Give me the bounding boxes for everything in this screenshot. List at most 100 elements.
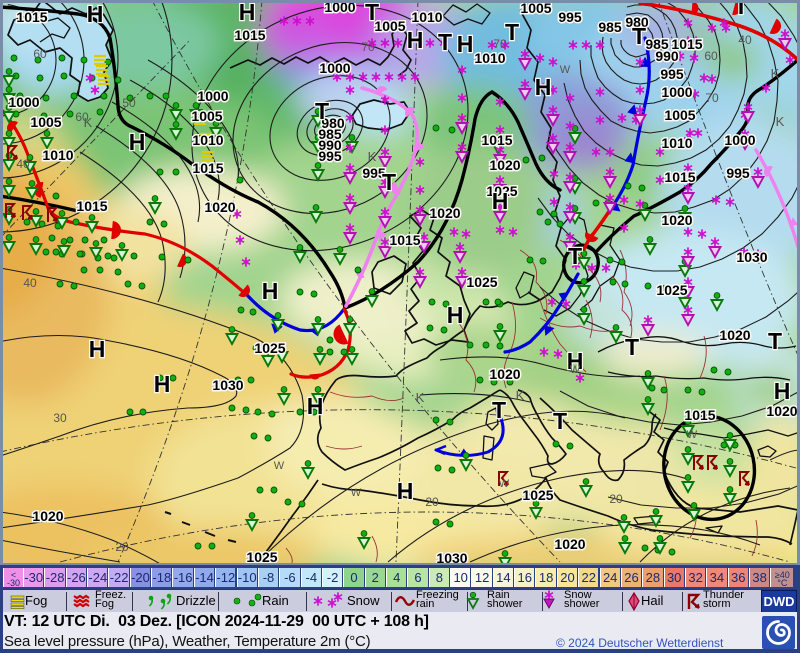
svg-text:T: T xyxy=(315,98,329,124)
svg-text:W: W xyxy=(560,64,571,76)
svg-text:1010: 1010 xyxy=(42,147,73,163)
svg-text:H: H xyxy=(535,74,552,100)
svg-text:30: 30 xyxy=(53,411,67,425)
svg-text:1000: 1000 xyxy=(324,0,355,15)
svg-text:985: 985 xyxy=(645,36,669,52)
svg-text:1005: 1005 xyxy=(664,107,695,123)
svg-text:1005: 1005 xyxy=(191,108,222,124)
svg-text:995: 995 xyxy=(318,148,342,164)
svg-text:1015: 1015 xyxy=(664,169,695,185)
svg-text:1020: 1020 xyxy=(554,536,585,552)
svg-text:W: W xyxy=(570,364,581,376)
svg-text:K: K xyxy=(771,66,780,81)
svg-text:H: H xyxy=(397,478,414,504)
svg-text:K: K xyxy=(368,149,377,164)
svg-text:H: H xyxy=(567,348,584,374)
svg-text:995: 995 xyxy=(558,9,582,25)
svg-text:70: 70 xyxy=(493,37,507,51)
svg-text:20: 20 xyxy=(609,492,623,506)
svg-text:20: 20 xyxy=(425,495,439,509)
svg-text:1025: 1025 xyxy=(466,274,497,290)
svg-text:1000: 1000 xyxy=(319,60,350,76)
svg-text:1020: 1020 xyxy=(32,508,63,524)
svg-text:T: T xyxy=(632,23,646,49)
svg-text:1020: 1020 xyxy=(204,199,235,215)
svg-text:T: T xyxy=(734,0,748,19)
svg-text:60: 60 xyxy=(33,47,47,61)
svg-text:70: 70 xyxy=(705,91,719,105)
svg-text:985: 985 xyxy=(318,126,342,142)
svg-text:985: 985 xyxy=(598,19,622,35)
svg-text:W: W xyxy=(687,429,698,441)
svg-text:T: T xyxy=(382,169,396,195)
svg-text:980: 980 xyxy=(321,115,345,131)
svg-text:1000: 1000 xyxy=(724,132,755,148)
svg-text:K: K xyxy=(516,388,525,403)
svg-text:H: H xyxy=(262,278,279,304)
svg-text:50: 50 xyxy=(122,96,136,110)
svg-text:H: H xyxy=(89,336,106,362)
svg-text:H: H xyxy=(307,393,324,419)
svg-text:1015: 1015 xyxy=(16,9,47,25)
svg-text:995: 995 xyxy=(362,165,386,181)
svg-text:1015: 1015 xyxy=(671,36,702,52)
svg-text:1005: 1005 xyxy=(374,18,405,34)
svg-text:T: T xyxy=(505,19,519,45)
svg-text:1010: 1010 xyxy=(661,135,692,151)
svg-text:40: 40 xyxy=(738,33,752,47)
svg-text:W: W xyxy=(499,478,510,490)
svg-text:1005: 1005 xyxy=(30,114,61,130)
svg-text:1015: 1015 xyxy=(234,27,265,43)
svg-text:1000: 1000 xyxy=(197,88,228,104)
svg-text:1030: 1030 xyxy=(736,249,767,265)
svg-text:40: 40 xyxy=(23,276,37,290)
svg-text:1015: 1015 xyxy=(389,232,420,248)
svg-text:T: T xyxy=(568,243,582,269)
svg-text:60: 60 xyxy=(704,49,718,63)
svg-text:1015: 1015 xyxy=(76,198,107,214)
svg-text:T: T xyxy=(553,408,567,434)
svg-text:T: T xyxy=(625,334,639,360)
svg-text:H: H xyxy=(129,129,146,155)
svg-text:W: W xyxy=(351,487,362,499)
svg-text:1010: 1010 xyxy=(474,50,505,66)
svg-text:60: 60 xyxy=(75,110,89,124)
svg-text:990: 990 xyxy=(655,48,679,64)
svg-text:1000: 1000 xyxy=(8,94,39,110)
svg-text:1010: 1010 xyxy=(411,9,442,25)
svg-text:1030: 1030 xyxy=(212,377,243,393)
svg-text:1020: 1020 xyxy=(489,157,520,173)
svg-text:1025: 1025 xyxy=(246,549,277,565)
svg-text:1020: 1020 xyxy=(429,205,460,221)
svg-text:H: H xyxy=(457,31,474,57)
svg-text:H: H xyxy=(87,1,104,27)
svg-text:1015: 1015 xyxy=(684,407,715,423)
svg-text:K: K xyxy=(416,390,425,405)
svg-text:1020: 1020 xyxy=(766,403,797,419)
svg-text:1025: 1025 xyxy=(254,340,285,356)
svg-text:1000: 1000 xyxy=(661,84,692,100)
svg-text:980: 980 xyxy=(625,14,649,30)
svg-text:H: H xyxy=(492,188,509,214)
svg-text:H: H xyxy=(239,0,256,25)
svg-text:1015: 1015 xyxy=(481,132,512,148)
svg-text:T: T xyxy=(365,0,379,25)
svg-text:995: 995 xyxy=(660,66,684,82)
svg-text:1020: 1020 xyxy=(661,212,692,228)
svg-text:1020: 1020 xyxy=(719,327,750,343)
svg-text:995: 995 xyxy=(726,165,750,181)
svg-text:H: H xyxy=(447,302,464,328)
svg-text:1025: 1025 xyxy=(656,282,687,298)
svg-text:1030: 1030 xyxy=(436,550,467,566)
svg-text:1015: 1015 xyxy=(192,160,223,176)
svg-text:H: H xyxy=(774,378,791,404)
svg-text:70: 70 xyxy=(361,40,375,54)
svg-text:990: 990 xyxy=(318,137,342,153)
svg-text:K: K xyxy=(776,114,785,129)
svg-text:20: 20 xyxy=(115,540,129,554)
svg-text:T: T xyxy=(438,29,452,55)
svg-text:T: T xyxy=(492,397,506,423)
svg-text:1025: 1025 xyxy=(486,183,517,199)
svg-text:T: T xyxy=(768,328,782,354)
svg-text:40: 40 xyxy=(16,157,30,171)
